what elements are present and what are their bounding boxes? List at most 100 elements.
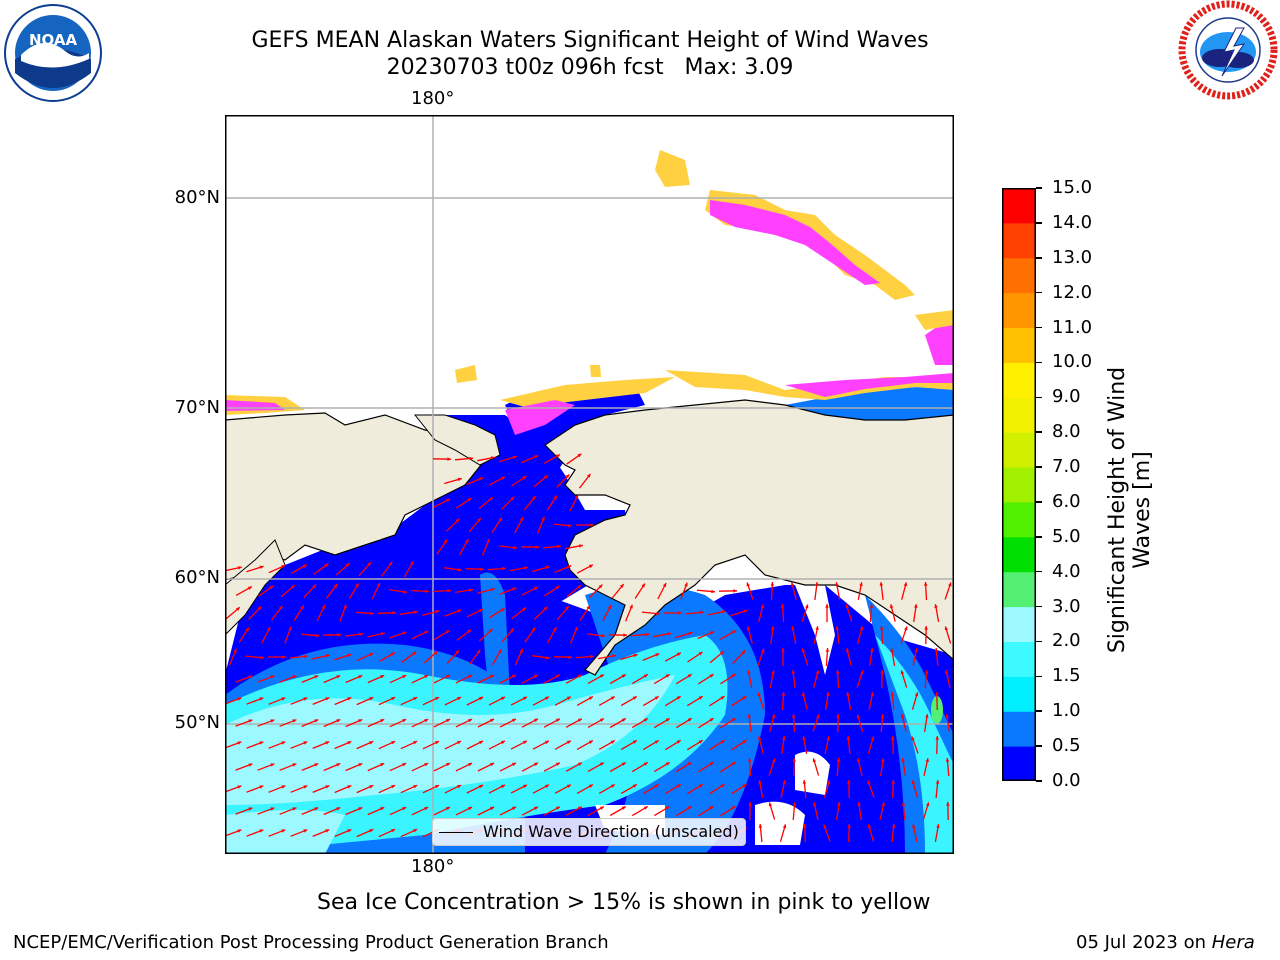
colorbar-bin <box>1002 292 1036 329</box>
wave-arrow-head <box>555 454 560 458</box>
wave-arrow-head <box>761 648 765 653</box>
wave-arrow-head <box>780 604 785 608</box>
colorbar-tick-label: 12.0 <box>1052 281 1093 303</box>
wave-arrow-head <box>369 741 374 745</box>
wave-arrow-head <box>599 762 604 766</box>
wave-arrow-head <box>632 740 637 744</box>
wave-arrow-head <box>805 604 809 609</box>
wave-arrow-head <box>424 807 429 811</box>
wave-arrow-head <box>889 604 894 609</box>
wave-arrow-head <box>598 584 603 589</box>
wave-arrow-head <box>586 605 590 610</box>
colorbar-tick-mark <box>1036 396 1042 399</box>
wave-arrow-head <box>545 696 549 701</box>
wave-arrow-head <box>792 802 797 806</box>
wave-arrow-head <box>574 626 578 631</box>
sea-bering <box>225 415 630 715</box>
wave-arrow-head <box>468 807 473 811</box>
colorbar-tick-label: 7.0 <box>1052 456 1081 478</box>
wave-arrow-head <box>465 539 469 544</box>
wave-arrow-head <box>281 829 286 833</box>
wave-arrow-head <box>469 588 473 592</box>
wave-arrow-head <box>566 784 571 788</box>
colorbar-tick-label: 1.5 <box>1052 665 1081 687</box>
colorbar <box>1002 188 1036 781</box>
wave-arrow-head <box>555 806 560 810</box>
wave-arrow-head <box>259 697 264 701</box>
wave-arrow-head <box>541 516 545 521</box>
wave-arrow-head <box>923 582 928 586</box>
wave-arrow-head <box>758 824 763 828</box>
wave-arrow-head <box>891 736 895 740</box>
land-chukotka <box>413 414 501 466</box>
wave-arrow-head <box>414 610 418 614</box>
wave-arrow-head <box>662 583 667 587</box>
wave-arrow-head <box>814 582 819 586</box>
wave-arrow-head <box>446 763 451 767</box>
wave-arrow-head <box>665 718 670 722</box>
noaa-logo: NOAA <box>4 4 102 102</box>
colorbar-bin <box>1002 501 1036 538</box>
wave-arrow-head <box>825 648 830 652</box>
wave-arrow-head <box>435 697 440 701</box>
wave-arrow-head <box>519 648 523 653</box>
wave-arrow-head <box>870 648 874 652</box>
wave-arrow-head <box>512 806 516 811</box>
colorbar-bin <box>1002 467 1036 503</box>
wave-arrow-head <box>500 608 505 612</box>
colorbar-tick-label: 4.0 <box>1052 560 1081 582</box>
wave-arrow-head <box>467 498 472 502</box>
wave-arrow-head <box>269 585 274 590</box>
wave-arrow-head <box>325 741 330 745</box>
wave-arrow-head <box>577 806 582 810</box>
wave-arrow-head <box>245 627 249 632</box>
wave-arrow-head <box>337 633 341 637</box>
wave-arrow-head <box>643 674 648 678</box>
wave-arrow-head <box>513 545 517 550</box>
wave-arrow-head <box>925 802 930 807</box>
wave-arrow-head <box>247 586 252 590</box>
wave-arrow-head <box>688 631 693 636</box>
wave-arrow-head <box>380 675 385 679</box>
wave-arrow-head <box>621 762 626 766</box>
colorbar-bin <box>1002 676 1036 712</box>
wave-arrow-head <box>620 584 624 588</box>
wave-arrow-head <box>567 565 572 569</box>
wave-arrow-head <box>590 654 594 659</box>
colorbar-tick-mark <box>1036 257 1042 259</box>
wave-arrow-head <box>948 582 952 587</box>
wave-arrow-head <box>742 696 747 700</box>
wave-arrow-head <box>566 696 571 700</box>
wave-arrow-head <box>553 495 557 500</box>
wave-arrow-head <box>857 802 861 806</box>
wave-arrow-head <box>924 670 929 674</box>
wave-arrow-head <box>599 674 604 678</box>
wave-arrow-head <box>676 652 681 657</box>
wave-arrow-head <box>413 697 418 701</box>
wave-arrow-head <box>901 758 905 762</box>
wave-arrow-head <box>413 785 418 789</box>
wave-arrow-head <box>424 763 429 767</box>
wave-arrow-head <box>281 785 286 789</box>
wave-arrow-head <box>555 762 560 766</box>
colorbar-tick-mark <box>1036 222 1042 224</box>
gridlines <box>225 115 954 854</box>
wave-arrow-head <box>867 824 872 829</box>
wave-arrow-head <box>823 824 827 829</box>
wave-arrow-head <box>826 692 830 696</box>
wave-arrow-head <box>771 670 775 674</box>
lat-label-80: 80°N <box>174 187 220 208</box>
wave-arrow-head <box>588 696 593 700</box>
colorbar-tick-label: 2.0 <box>1052 630 1081 652</box>
wave-arrow-head <box>321 604 325 609</box>
wave-arrow-head <box>510 496 515 501</box>
wave-arrow-head <box>248 807 253 811</box>
wave-arrow-head <box>812 758 817 763</box>
wave-arrow-head <box>934 648 939 652</box>
wave-arrow-head <box>402 763 407 767</box>
wave-arrow-head <box>857 758 861 763</box>
wave-arrow-head <box>825 604 829 608</box>
wave-arrow-head <box>742 740 747 744</box>
wave-arrow-head <box>845 648 850 653</box>
wave-arrow-head <box>237 697 242 701</box>
